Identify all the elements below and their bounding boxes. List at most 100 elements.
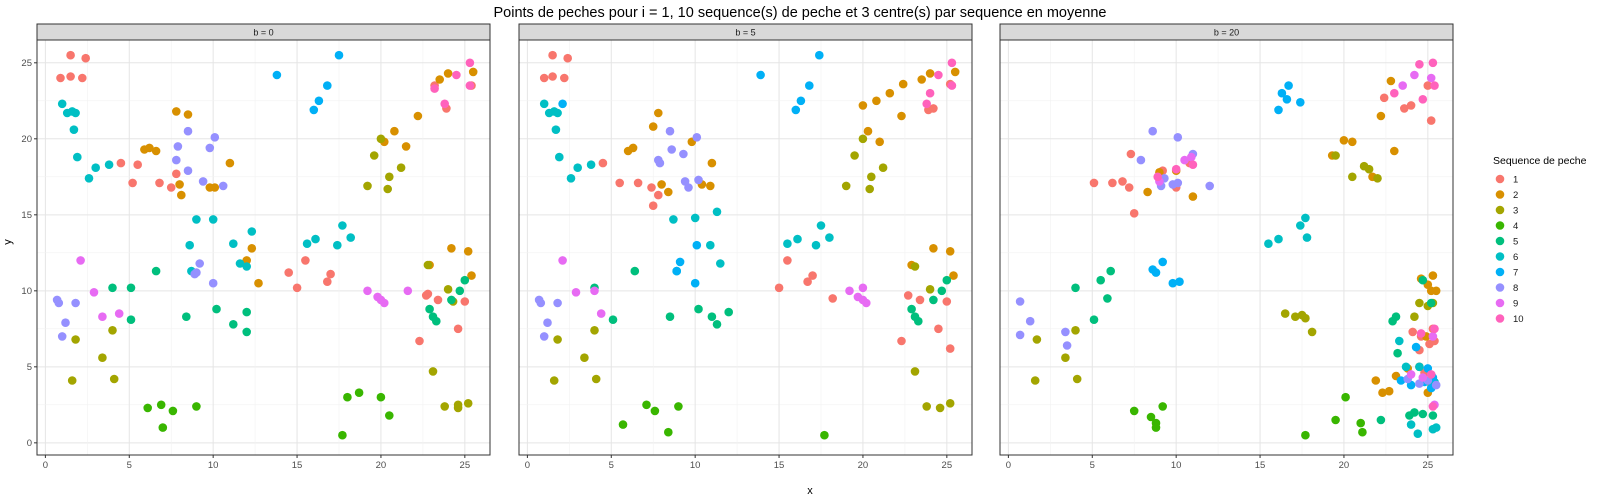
point-seq-2	[401, 142, 411, 151]
point-seq-9	[114, 309, 124, 318]
data-points	[1015, 58, 1441, 440]
point-seq-10	[465, 58, 475, 68]
point-seq-2	[1386, 76, 1396, 86]
point-seq-1	[453, 324, 463, 334]
point-seq-6	[185, 240, 194, 250]
facet-panel-2: b = 5 0 5 10 15 20 25	[518, 23, 973, 471]
point-seq-1	[903, 291, 913, 300]
point-seq-8	[172, 155, 181, 165]
point-seq-4	[156, 400, 166, 410]
point-seq-4	[618, 420, 628, 429]
point-seq-1	[1118, 177, 1127, 186]
point-seq-1	[66, 72, 75, 81]
point-seq-7	[1277, 88, 1287, 98]
point-seq-2	[654, 108, 663, 118]
point-seq-8	[679, 149, 688, 159]
point-seq-2	[177, 190, 186, 200]
point-seq-5	[126, 315, 136, 325]
point-seq-1	[66, 50, 75, 60]
point-seq-3	[463, 399, 473, 408]
point-seq-1	[897, 336, 906, 346]
point-seq-6	[712, 207, 722, 217]
point-seq-6	[1413, 429, 1423, 439]
point-seq-7	[558, 99, 567, 109]
point-seq-8	[543, 318, 552, 328]
point-seq-1	[460, 297, 470, 306]
point-seq-7	[314, 96, 324, 106]
point-seq-6	[816, 221, 826, 230]
legend-key	[1495, 252, 1505, 261]
point-seq-9	[363, 286, 372, 296]
point-seq-1	[915, 295, 925, 305]
point-seq-4	[376, 392, 386, 402]
point-seq-3	[423, 260, 433, 270]
point-seq-6	[235, 259, 245, 268]
point-seq-2	[863, 126, 873, 136]
point-seq-6	[555, 152, 564, 162]
point-seq-3	[1348, 172, 1357, 182]
point-seq-9	[1187, 152, 1196, 162]
point-seq-5	[724, 307, 733, 317]
point-seq-5	[665, 312, 675, 322]
point-seq-7	[672, 266, 681, 276]
point-seq-1	[615, 178, 624, 188]
x-tick-label: 15	[292, 460, 303, 471]
point-seq-9	[403, 286, 413, 296]
point-seq-1	[1089, 178, 1099, 188]
point-seq-4	[820, 430, 829, 440]
point-seq-3	[922, 402, 931, 411]
point-seq-2	[858, 101, 868, 110]
point-seq-8	[692, 133, 702, 142]
point-seq-6	[690, 213, 700, 223]
point-seq-8	[195, 259, 204, 268]
point-seq-1	[654, 190, 663, 200]
y-tick-label: 5	[27, 362, 32, 373]
point-seq-1	[323, 277, 332, 287]
point-seq-7	[1296, 98, 1305, 107]
point-seq-2	[254, 278, 263, 288]
point-seq-7	[309, 105, 319, 115]
point-seq-6	[811, 240, 821, 250]
point-seq-3	[580, 353, 589, 363]
point-seq-1	[116, 158, 126, 168]
point-seq-2	[210, 183, 220, 192]
point-seq-6	[69, 125, 79, 134]
x-axis-title: x	[807, 485, 813, 497]
legend-label: 3	[1513, 205, 1518, 216]
point-seq-6	[242, 262, 251, 271]
point-seq-5	[937, 286, 947, 296]
point-seq-9	[1428, 332, 1438, 341]
x-tick-label: 10	[1171, 460, 1182, 471]
point-seq-8	[198, 177, 208, 186]
point-seq-6	[192, 215, 201, 224]
point-seq-1	[1406, 101, 1416, 110]
point-seq-8	[1205, 181, 1214, 191]
point-seq-3	[590, 326, 599, 335]
point-seq-10	[1428, 58, 1438, 68]
point-seq-9	[89, 288, 99, 297]
x-tick-label: 5	[127, 460, 132, 471]
legend-key	[1495, 190, 1505, 199]
chart-title: Points de peches pour i = 1, 10 sequence…	[493, 5, 1106, 21]
point-seq-3	[363, 181, 372, 191]
point-seq-8	[173, 142, 183, 151]
legend-item-4: 4	[1495, 221, 1518, 232]
point-seq-8	[205, 143, 215, 153]
point-seq-3	[1331, 151, 1340, 160]
point-seq-3	[1410, 312, 1419, 322]
point-seq-2	[1384, 386, 1394, 396]
point-seq-4	[1301, 430, 1310, 440]
point-seq-2	[225, 158, 235, 168]
x-tick-label: 0	[525, 460, 530, 471]
point-seq-10	[1188, 160, 1198, 169]
point-seq-7	[1284, 81, 1293, 90]
point-seq-2	[664, 187, 673, 197]
point-seq-1	[563, 53, 572, 63]
x-tick-label: 25	[460, 460, 471, 471]
y-tick-label: 10	[21, 286, 32, 297]
point-seq-4	[338, 430, 347, 440]
x-axis: 0 5 10 15 20 25	[43, 455, 470, 471]
point-seq-4	[343, 392, 352, 402]
legend-title: Sequence de peche	[1493, 155, 1587, 167]
